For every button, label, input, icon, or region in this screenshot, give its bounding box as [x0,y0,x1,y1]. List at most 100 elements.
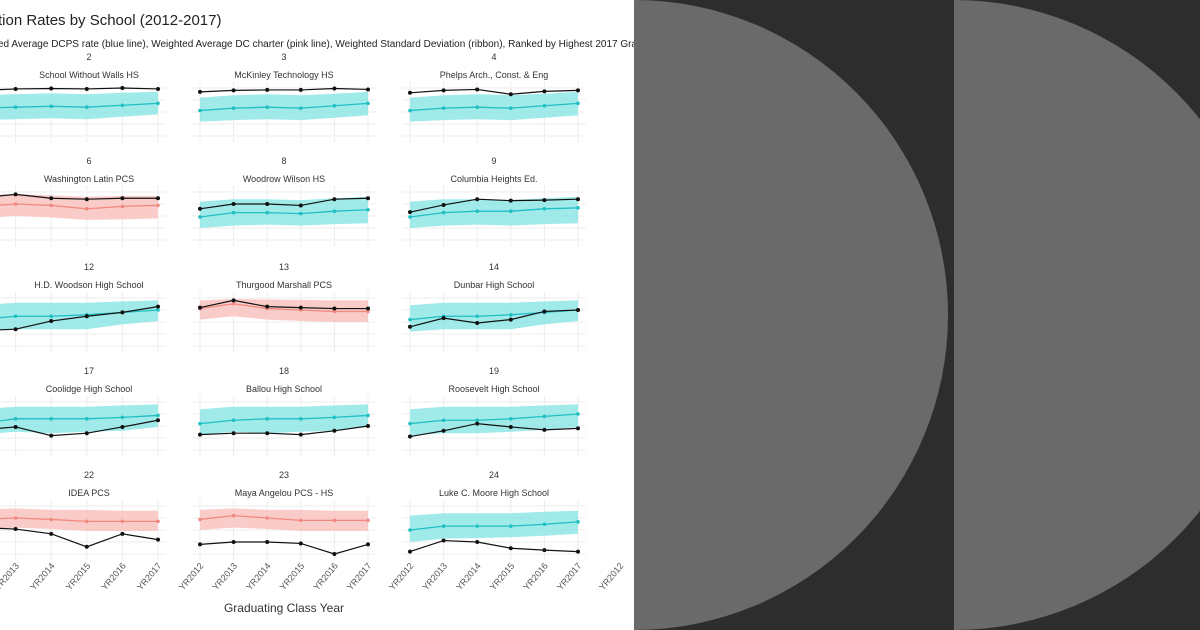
sd-ribbon [0,193,158,220]
facet-panel: 24 Luke C. Moore High School [402,470,586,560]
school-point [231,202,236,206]
average-point [13,417,18,421]
school-point [298,305,303,310]
average-point [408,108,412,113]
school-point [198,89,202,94]
school-point [156,196,160,201]
average-point [231,418,236,423]
average-point [475,209,480,213]
average-point [120,103,125,108]
facet-rank: 2 [86,52,91,62]
school-point [441,428,446,433]
x-tick-label: YR2012 [597,561,626,592]
facet-panel: 22 IDEA PCS [0,470,166,560]
school-point [508,92,513,97]
school-point [508,424,513,429]
school-point [231,540,236,544]
school-point [441,88,446,93]
school-point [265,540,270,544]
facet-school-name: Thurgood Marshall PCS [236,280,332,290]
school-line [199,299,368,310]
school-point [120,424,125,429]
facet-panel: 13 Thurgood Marshall PCS [192,262,376,352]
x-tick-label: YR2013 [421,561,450,592]
school-point [13,327,18,332]
school-point [366,306,370,311]
facet-school-name: McKinley Technology HS [234,70,333,80]
average-point [299,518,303,523]
school-point [475,540,480,544]
facet-rank: 22 [84,470,94,480]
average-point [299,417,303,421]
school-point [475,421,480,426]
school-point [298,432,303,437]
facet-school-name: Roosevelt High School [448,384,539,394]
school-point [198,542,202,547]
school-point [366,196,370,201]
average-point [49,203,53,208]
average-line [199,209,369,218]
school-line [409,88,579,95]
sd-ribbon [0,404,158,434]
average-point [49,104,53,109]
average-point [576,412,580,416]
average-point [13,202,18,206]
average-point [475,105,480,109]
school-point [49,86,54,91]
school-point [508,317,513,322]
average-point [542,103,547,108]
average-point [198,108,202,113]
average-point [576,101,580,106]
school-point [156,418,160,423]
average-point [13,105,18,109]
school-line [409,539,579,553]
average-point [198,421,202,426]
school-point [408,549,412,554]
school-point [84,86,89,91]
average-point [366,207,370,212]
x-tick-label: YR2017 [345,561,374,592]
x-tick-label: YR2016 [521,561,550,592]
average-point [156,203,160,208]
school-point [475,87,480,92]
average-point [85,417,89,421]
sd-ribbon [410,91,578,122]
average-point [231,210,236,215]
school-point [198,305,202,310]
x-tick-label: YR2014 [454,561,483,592]
facet-school-name: Maya Angelou PCS - HS [235,488,334,498]
school-point [198,432,202,437]
school-point [408,324,412,329]
chart-title: tion Rates by School (2012-2017) [0,12,222,29]
sd-ribbon [200,91,368,122]
average-point [509,524,513,528]
facet-panel: 9 Columbia Heights Ed. [402,156,586,246]
average-point [265,210,270,215]
school-point [366,87,370,92]
average-point [85,105,89,109]
average-point [120,415,125,420]
average-line [199,102,369,112]
school-point [120,310,125,315]
average-point [408,215,412,219]
dark-panel [634,0,1200,630]
average-point [332,309,337,314]
school-point [408,210,412,215]
facet-rank: 13 [279,262,289,272]
chart-subtitle: ed Average DCPS rate (blue line), Weight… [0,39,634,50]
facet-school-name: H.D. Woodson High School [34,280,143,290]
school-point [198,206,202,211]
facet-rank: 19 [489,366,499,376]
average-point [441,524,446,528]
facet-school-name: Luke C. Moore High School [439,488,549,498]
school-point [265,202,270,206]
school-point [13,527,18,532]
school-line [199,425,369,436]
school-point [120,86,125,90]
facet-rank: 3 [281,52,286,62]
school-point [366,424,370,428]
average-point [156,308,160,312]
average-point [408,317,412,322]
school-point [576,308,580,312]
facet-school-name: Coolidge High School [46,384,133,394]
